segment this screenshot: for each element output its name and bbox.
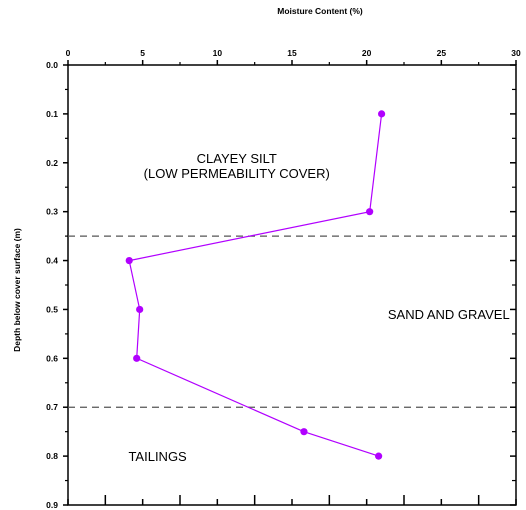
plot-area-frame (67, 64, 517, 506)
x-tick-label: 10 (213, 48, 223, 58)
layer-annotation: CLAYEY SILT (LOW PERMEABILITY COVER) (144, 151, 330, 181)
data-point (366, 208, 374, 216)
y-tick-label: 0.5 (46, 304, 58, 314)
layer-annotation-line: CLAYEY SILT (197, 151, 277, 166)
x-tick-label: 20 (362, 48, 372, 58)
y-tick-label: 0.4 (46, 256, 58, 266)
layer-annotation-line: SAND AND GRAVEL (388, 307, 510, 322)
y-axis-title: Depth below cover surface (m) (12, 228, 22, 352)
layer-annotation-line: (LOW PERMEABILITY COVER) (144, 166, 330, 181)
data-point (300, 428, 308, 436)
annotations: CLAYEY SILT (LOW PERMEABILITY COVER) SAND … (128, 151, 509, 464)
y-tick-label: 0.6 (46, 353, 58, 363)
y-tick-label: 0.1 (46, 109, 58, 119)
y-tick-label: 0.3 (46, 207, 58, 217)
y-tick-label: 0.8 (46, 451, 58, 461)
x-axis-title: Moisture Content (%) (277, 6, 363, 16)
y-axis-ticks: 0.0 0.1 0.2 0.3 0.4 0.5 0.6 0.7 0.8 0.9 (46, 60, 516, 510)
series-group (125, 110, 386, 460)
reference-lines (68, 235, 516, 408)
x-tick-label: 5 (140, 48, 145, 58)
data-point (133, 354, 141, 362)
data-point (125, 256, 133, 265)
layer-annotation: TAILINGS (128, 449, 187, 464)
layer-annotation-line: TAILINGS (128, 449, 187, 464)
x-tick-label: 0 (66, 48, 71, 58)
x-tick-label: 15 (287, 48, 297, 58)
layer-annotation: SAND AND GRAVEL (388, 307, 510, 322)
y-tick-label: 0.2 (46, 158, 58, 168)
x-axis-ticks: 0 5 10 15 20 25 30 (66, 48, 521, 505)
y-tick-label: 0.9 (46, 500, 58, 510)
y-tick-label: 0.0 (46, 60, 58, 70)
data-point (378, 110, 386, 118)
x-tick-label: 30 (511, 48, 521, 58)
y-tick-label: 0.7 (46, 402, 58, 412)
data-point (136, 305, 144, 314)
data-point (375, 452, 383, 460)
x-tick-label: 25 (437, 48, 447, 58)
